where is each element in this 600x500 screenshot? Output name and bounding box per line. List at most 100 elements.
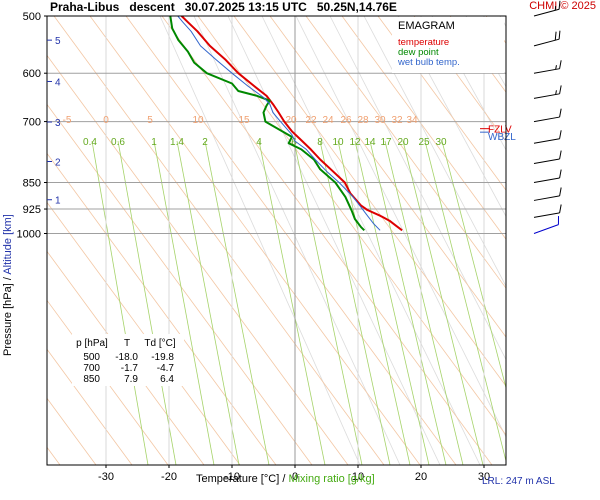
- pressure-tick-label: 700: [23, 117, 41, 129]
- wind-barb-flag: [559, 150, 562, 160]
- wind-barb-flag: [559, 187, 562, 197]
- wind-barb-shaft: [533, 38, 560, 47]
- altitude-axis-label: Altitude [km]: [2, 214, 14, 275]
- table-cell: -1.7: [121, 363, 139, 374]
- wind-barb-shaft: [533, 93, 560, 99]
- wind-barb-flag: [559, 85, 562, 94]
- wind-barb-flag: [558, 0, 561, 10]
- x-axis-label: Temperature [°C] / Mixing ratio [g/kg]: [196, 473, 375, 485]
- station-coords: 50.25N,14.76E: [316, 0, 397, 14]
- dry-adiabat: [305, 16, 506, 289]
- pressure-tick-label: 850: [23, 177, 41, 189]
- mixing-ratio-line: [384, 140, 464, 465]
- temperature-tick-label: 20: [415, 471, 427, 483]
- dry-adiabat: [47, 201, 241, 465]
- mixing-ratio-line: [337, 140, 411, 465]
- table-cell: -19.8: [151, 352, 174, 363]
- mixing-ratio-line: [91, 140, 149, 465]
- dry-adiabat: [233, 16, 506, 387]
- summary-table: p [hPa] T Td [°C] 500 -18.0 -19.8 700 -1.7 -4.7 8…: [72, 334, 184, 386]
- wind-barb: [533, 187, 562, 201]
- dry-adiabat: [47, 152, 277, 465]
- mixing-ratio-label: 4: [256, 137, 262, 148]
- dry-adiabat: [161, 16, 493, 465]
- table-cell: 500: [83, 352, 100, 363]
- temperature-tick-label: -10: [224, 471, 240, 483]
- theta-label: 15: [238, 115, 250, 126]
- theta-label: 34: [406, 115, 418, 126]
- series-line-wet-bulb-temp-: [177, 16, 381, 231]
- mixing-ratio-line: [153, 140, 215, 465]
- table-cell: 7.9: [124, 374, 138, 385]
- mixing-ratio-axis-label: Mixing ratio [g/kg]: [288, 473, 375, 485]
- temperature-tick-label: -30: [98, 471, 114, 483]
- wbzl-label: WBZL: [488, 132, 516, 143]
- moist-adiabat: [261, 16, 481, 465]
- mixing-ratio-line: [258, 140, 326, 465]
- dry-adiabat: [197, 16, 506, 436]
- x-axis-label-separator: /: [282, 473, 286, 485]
- mixing-ratio-label: 20: [397, 137, 409, 148]
- altitude-tick-label: 5: [55, 36, 61, 47]
- wind-barb-shaft: [533, 224, 559, 234]
- dry-adiabat: [47, 54, 349, 465]
- dry-adiabat: [413, 16, 506, 142]
- legend-item: dew point: [398, 47, 439, 58]
- mixing-ratio-label: 10: [332, 137, 344, 148]
- moist-adiabat: [295, 16, 506, 438]
- dry-adiabat: [47, 348, 133, 465]
- dry-adiabat: [47, 250, 205, 465]
- altitude-tick-label: 1: [55, 196, 61, 207]
- moist-adiabat: [499, 16, 506, 28]
- dry-adiabat: [269, 16, 506, 338]
- wind-barb: [533, 169, 562, 183]
- theta-label: 32: [391, 115, 403, 126]
- moist-adiabat: [193, 16, 401, 465]
- mixing-ratio-line: [117, 140, 177, 465]
- wind-barb-flag: [559, 60, 562, 69]
- table-cell: -4.7: [157, 363, 175, 374]
- dry-adiabat: [449, 16, 506, 93]
- wind-barbs: [533, 0, 562, 234]
- mixing-ratio-label: 2: [202, 137, 208, 148]
- plot-frame: [46, 15, 507, 466]
- wind-barb: [533, 0, 561, 17]
- axis-label-separator: /: [2, 277, 14, 281]
- legend-item: wet bulb temp.: [397, 57, 460, 68]
- pressure-axis-label: Pressure [hPa]: [2, 283, 14, 356]
- moist-adiabat: [568, 16, 600, 465]
- theta-label: 30: [374, 115, 386, 126]
- wind-barb-flag: [559, 130, 562, 139]
- table-header: Td [°C]: [144, 338, 175, 349]
- moist-adiabat: [534, 16, 600, 465]
- wind-barb-shaft: [533, 158, 560, 164]
- wind-barb-shaft: [533, 177, 560, 183]
- theta-label: 22: [305, 115, 317, 126]
- mixing-ratio-label: 1.4: [170, 137, 184, 148]
- mixing-ratio-line: [369, 140, 447, 465]
- moist-adiabat: [329, 16, 506, 361]
- table-cell: 6.4: [160, 374, 174, 385]
- moist-adiabat: [397, 16, 506, 218]
- theta-label: 5: [147, 115, 153, 126]
- altitude-tick-label: 2: [55, 158, 61, 169]
- table-cell: 850: [83, 374, 100, 385]
- theta-label: 24: [322, 115, 334, 126]
- pressure-tick-label: 500: [23, 11, 41, 23]
- wind-barb-shaft: [533, 116, 560, 123]
- wind-barb: [533, 30, 561, 47]
- wind-barb: [533, 108, 562, 123]
- theta-label: 26: [340, 115, 352, 126]
- temperature-tick-label: 0: [292, 471, 298, 483]
- wind-barb-shaft: [533, 68, 560, 74]
- mixing-ratio-line: [319, 140, 391, 465]
- mixing-ratio-label: 1: [151, 137, 157, 148]
- legend-box: [392, 17, 504, 73]
- mixing-ratio-label: 12: [349, 137, 361, 148]
- wind-barb-flag: [558, 30, 561, 40]
- dry-adiabat: [125, 16, 457, 465]
- legend-item: temperature: [398, 37, 449, 48]
- mixing-ratio-label: 30: [435, 137, 447, 148]
